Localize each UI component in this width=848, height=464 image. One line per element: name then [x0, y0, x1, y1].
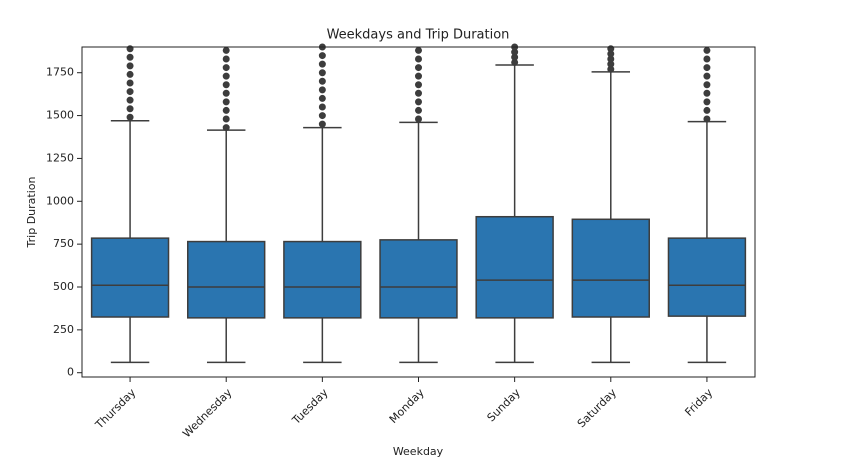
flier [222, 89, 230, 97]
x-tick-label: Friday [682, 386, 715, 419]
flier [222, 124, 230, 132]
flier [703, 64, 711, 72]
flier [126, 79, 134, 87]
flier [222, 106, 230, 114]
y-tick-label: 1750 [46, 66, 74, 79]
flier [703, 81, 711, 89]
flier [318, 77, 326, 85]
flier [415, 55, 422, 63]
box [187, 240, 266, 319]
box [90, 237, 170, 318]
y-tick-label: 0 [67, 366, 74, 379]
x-tick-label: Tuesday [289, 386, 331, 428]
flier [415, 115, 422, 123]
flier [415, 72, 422, 80]
flier [318, 94, 326, 102]
flier [222, 72, 230, 80]
box [283, 240, 362, 319]
x-tick-label: Sunday [485, 386, 524, 425]
flier [703, 89, 711, 97]
flier [318, 52, 326, 60]
flier [318, 120, 326, 128]
flier [415, 98, 422, 106]
flier [318, 112, 326, 120]
y-tick-label: 1000 [46, 194, 74, 207]
flier [126, 88, 134, 96]
flier [415, 81, 422, 89]
flier [318, 86, 326, 94]
flier [703, 98, 711, 106]
x-tick-label: Monday [387, 386, 427, 426]
box [571, 218, 650, 318]
x-tick-label: Thursday [92, 386, 138, 432]
flier [222, 55, 230, 63]
flier [703, 46, 711, 54]
x-tick-label: Saturday [575, 386, 620, 431]
flier [318, 69, 326, 77]
flier [126, 53, 134, 61]
flier [222, 115, 230, 123]
chart-title: Weekdays and Trip Duration [327, 28, 510, 43]
flier [222, 64, 230, 72]
flier [703, 72, 711, 80]
flier [415, 89, 422, 97]
flier [126, 113, 134, 121]
flier [318, 60, 326, 68]
y-axis-label: Trip Duration [25, 177, 38, 249]
box [379, 239, 458, 319]
flier [318, 103, 326, 111]
y-tick-label: 750 [53, 237, 74, 250]
x-tick-label: Wednesday [180, 386, 235, 441]
flier [703, 115, 711, 123]
flier [222, 46, 230, 54]
flier [222, 98, 230, 106]
box [667, 237, 747, 317]
y-tick-label: 1500 [46, 109, 74, 122]
flier [415, 64, 422, 72]
flier [703, 106, 711, 114]
flier [126, 70, 134, 78]
flier [222, 81, 230, 89]
box [475, 215, 554, 319]
y-tick-label: 1250 [46, 151, 74, 164]
flier [126, 96, 134, 104]
y-tick-label: 500 [53, 280, 74, 293]
plot-frame [81, 46, 756, 378]
y-tick-label: 250 [53, 323, 74, 336]
flier [415, 46, 422, 54]
flier [126, 62, 134, 70]
flier [126, 105, 134, 113]
flier [415, 106, 422, 114]
flier [703, 55, 711, 63]
x-axis-label: Weekday [393, 445, 444, 458]
